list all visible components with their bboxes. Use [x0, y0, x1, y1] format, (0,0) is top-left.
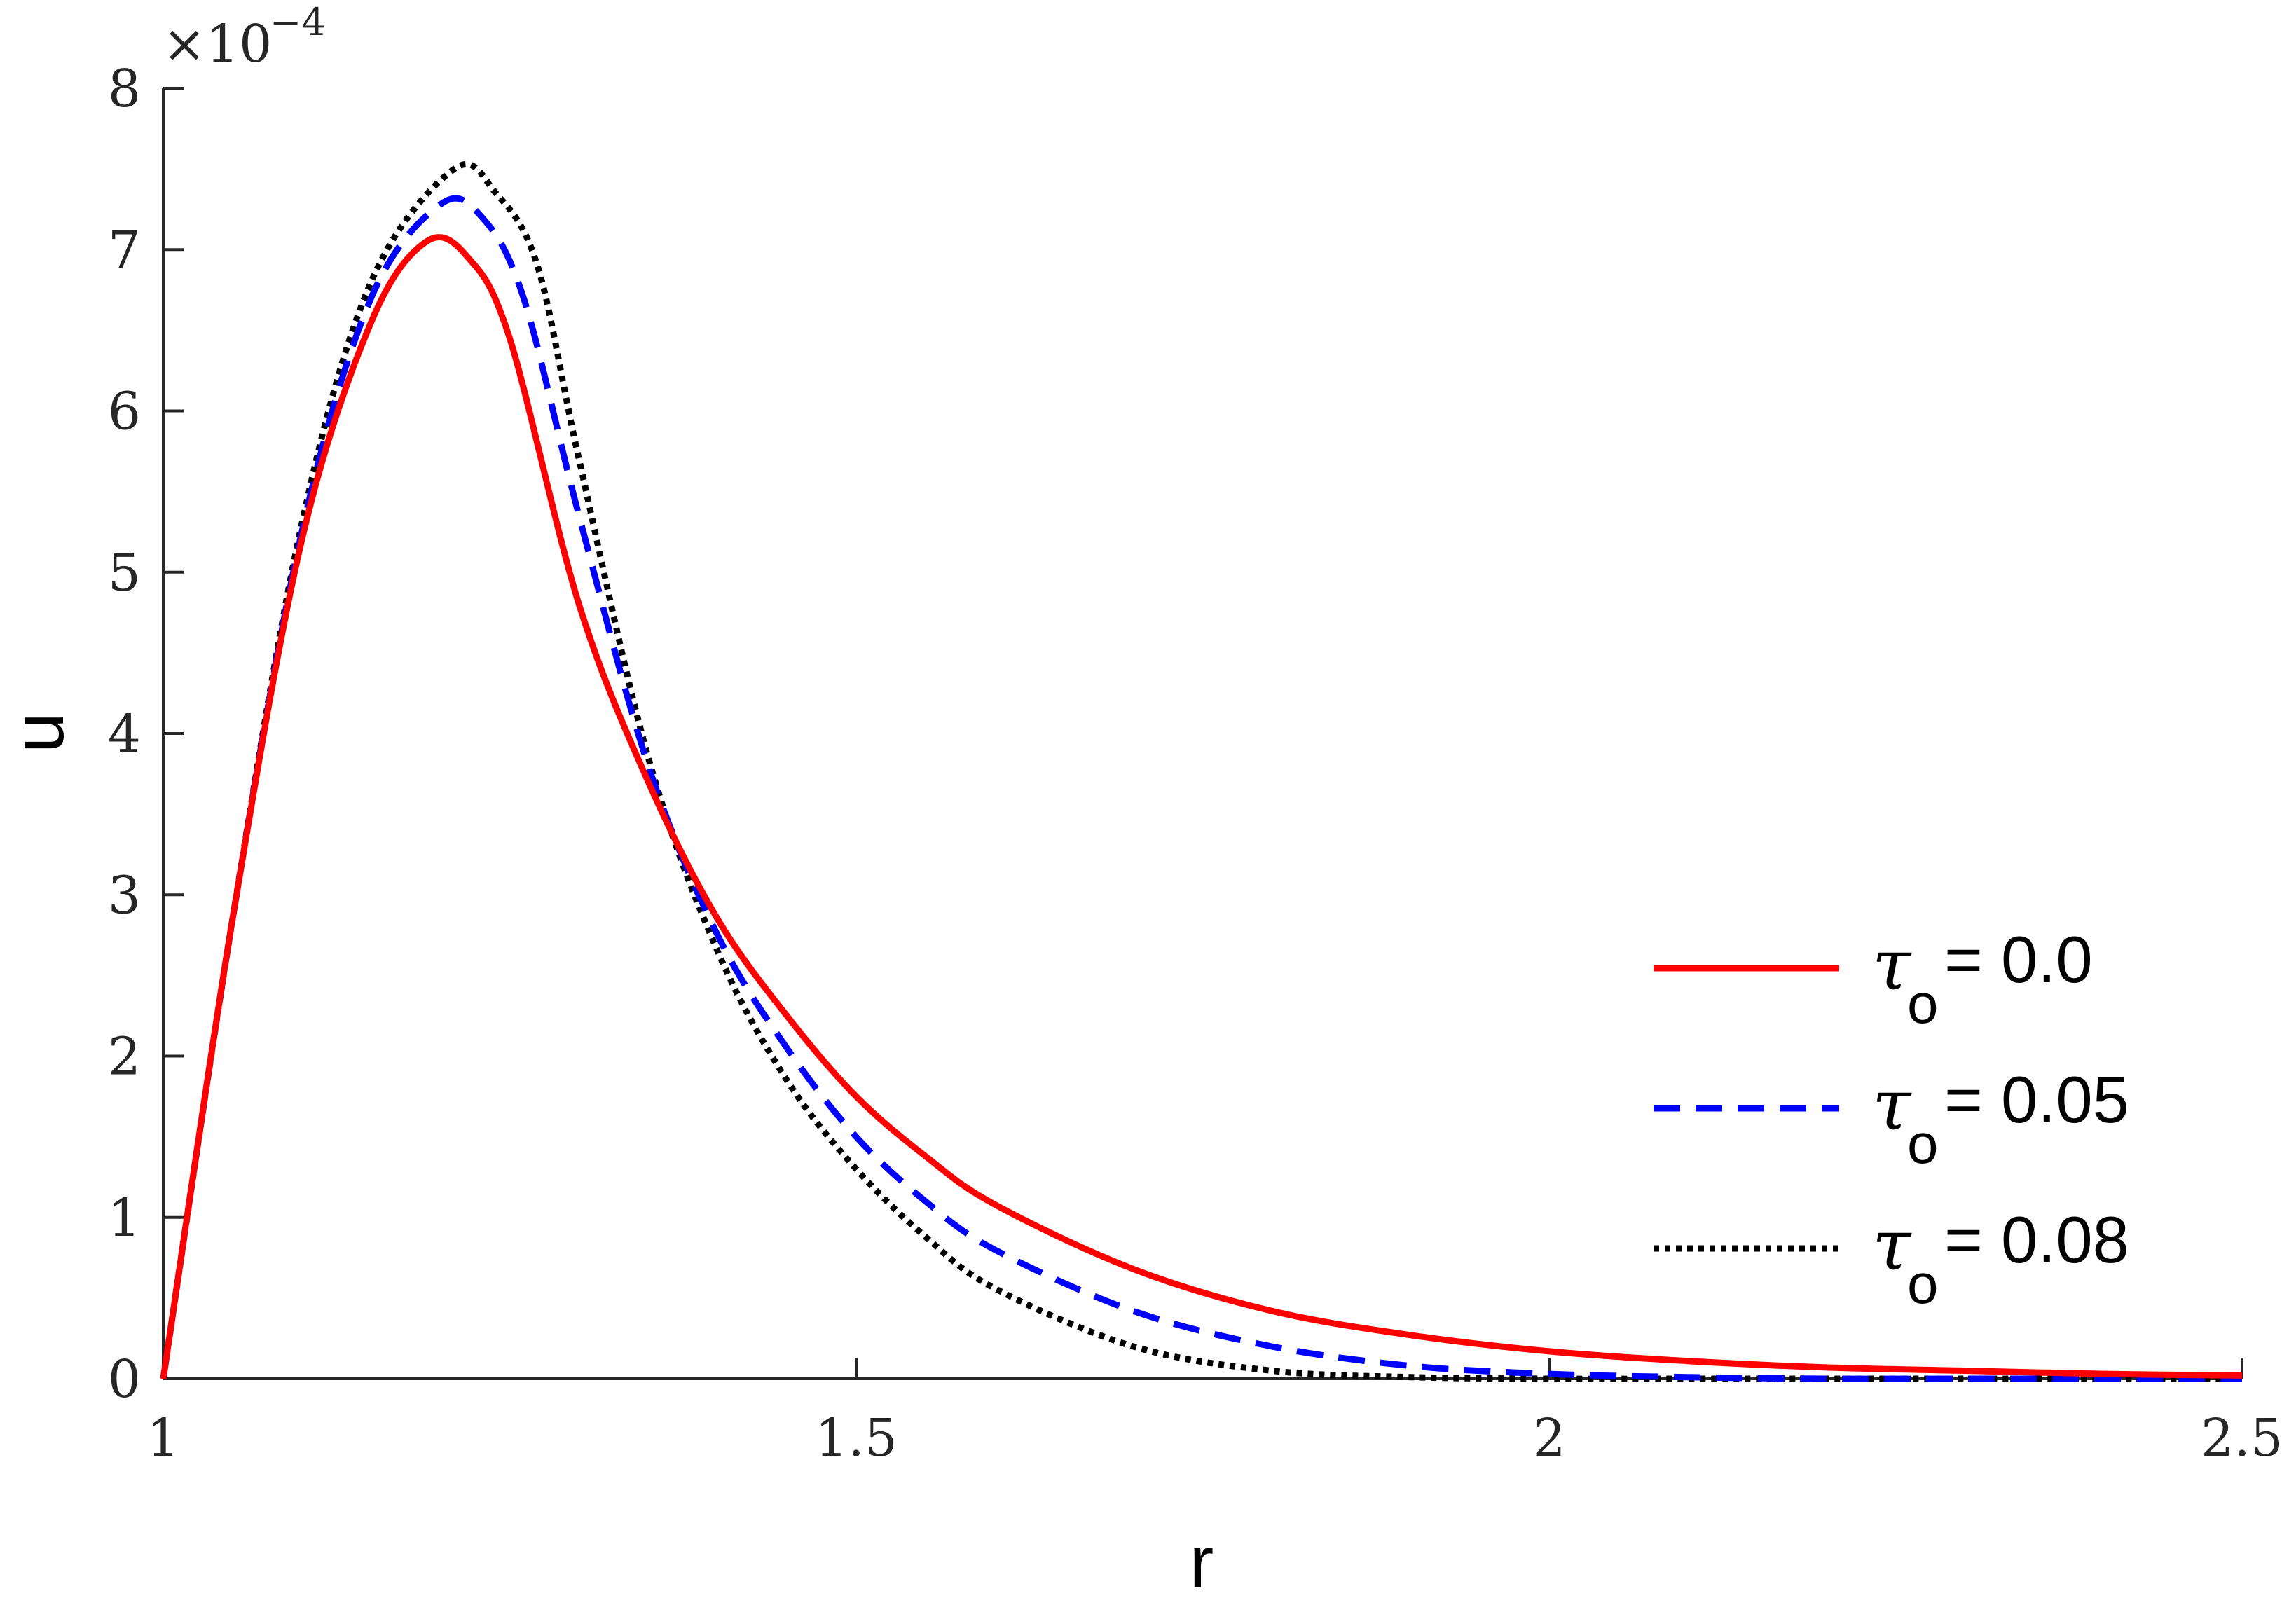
legend-label: = 0.08: [1944, 1203, 2129, 1276]
y-tick-label: 2: [108, 1027, 141, 1087]
series-line-2: [160, 161, 2242, 1382]
series-layer: [160, 161, 2243, 1382]
y-tick-label: 4: [108, 704, 141, 764]
legend-symbol: τ: [1872, 1064, 1912, 1146]
x-tick-label: 2.5: [2201, 1408, 2283, 1468]
y-multiplier-exponent: −4: [270, 0, 326, 44]
legend-symbol: τ: [1872, 1204, 1912, 1286]
y-tick-label: 1: [108, 1188, 141, 1248]
x-tick-label: 2: [1532, 1408, 1565, 1468]
x-tick-label: 1: [146, 1408, 179, 1468]
y-tick-label: 7: [108, 220, 141, 280]
x-tick-label: 1.5: [815, 1408, 898, 1468]
y-tick-label: 8: [108, 59, 141, 119]
series-line-0: [160, 234, 2243, 1379]
x-axis-label: r: [1190, 1522, 1214, 1603]
y-tick-label: 3: [108, 865, 141, 925]
legend-subscript: o: [1907, 972, 1939, 1035]
y-tick-label: 5: [108, 543, 141, 603]
legend-subscript: o: [1907, 1113, 1939, 1175]
legend-symbol: τ: [1872, 924, 1912, 1006]
legend-entry-1: τo = 0.05: [1654, 1063, 2129, 1175]
legend-entry-0: τo = 0.0: [1654, 923, 2093, 1035]
legend-entry-2: τo = 0.08: [1654, 1203, 2129, 1315]
y-tick-label: 0: [108, 1349, 141, 1410]
legend-label: = 0.0: [1944, 923, 2093, 996]
legend-subscript: o: [1907, 1253, 1939, 1315]
y-multiplier: ×10 −4: [163, 0, 326, 74]
y-multiplier-base: ×10: [163, 14, 272, 74]
series-line-1: [160, 195, 2242, 1382]
legend-label: = 0.05: [1944, 1063, 2129, 1136]
y-tick-label: 6: [108, 382, 141, 442]
y-axis-label: u: [0, 712, 79, 753]
